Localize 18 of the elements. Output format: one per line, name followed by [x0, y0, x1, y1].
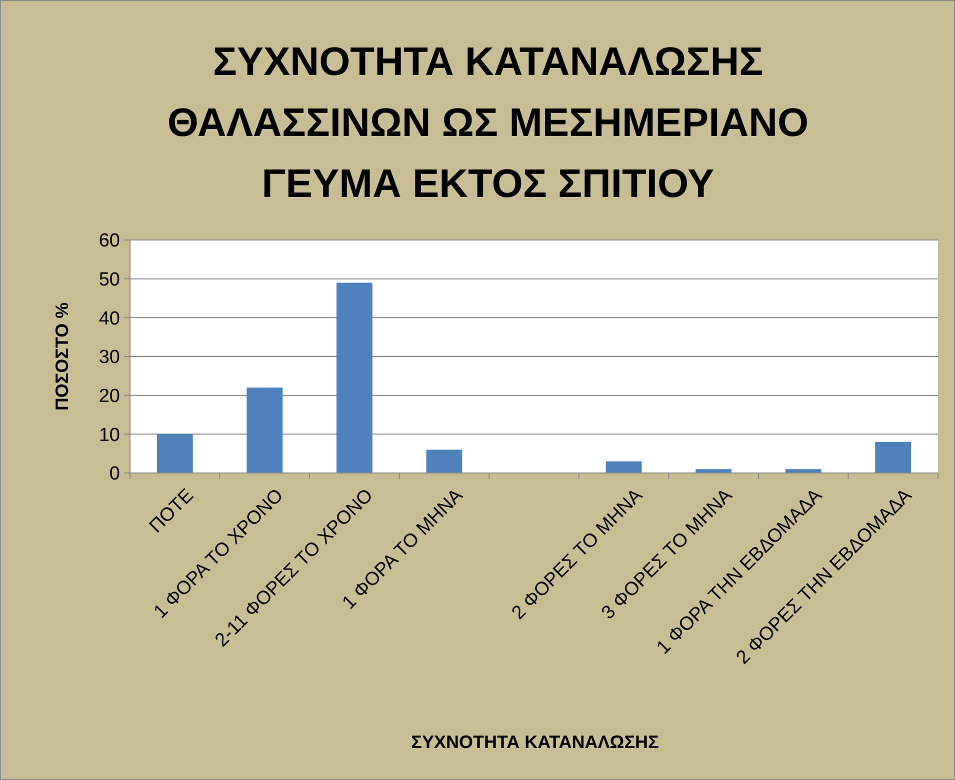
bar: [875, 442, 912, 473]
bar: [336, 282, 372, 473]
bar: [606, 461, 642, 473]
bar: [156, 434, 193, 473]
x-axis-title: ΣΥΧΝΟΤΗΤΑ ΚΑΤΑΝΑΛΩΣΗΣ: [411, 732, 660, 752]
y-tick-label: 40: [98, 308, 120, 330]
bar: [696, 469, 732, 473]
y-tick-label: 0: [109, 464, 120, 485]
y-tick-label: 50: [98, 269, 120, 290]
y-tick-label: 30: [98, 347, 120, 368]
y-tick-label: 10: [98, 424, 120, 446]
bar: [246, 388, 283, 473]
bar: [426, 450, 462, 473]
y-tick-label: 20: [98, 386, 120, 407]
y-tick-label: 60: [98, 230, 120, 252]
bar: [785, 469, 822, 473]
y-axis-title: ΠΟΣΟΣΤΟ %: [52, 302, 72, 411]
chart-title: ΣΥΧΝΟΤΗΤΑ ΚΑΤΑΝΑΛΩΣΗΣ ΘΑΛΑΣΣΙΝΩΝ ΩΣ ΜΕΣΗΜΕΡΙΑΝΟ ΓΕΥΜΑ ΕΚΤΟΣ ΣΠΙΤΙΟΥ: [167, 40, 809, 206]
